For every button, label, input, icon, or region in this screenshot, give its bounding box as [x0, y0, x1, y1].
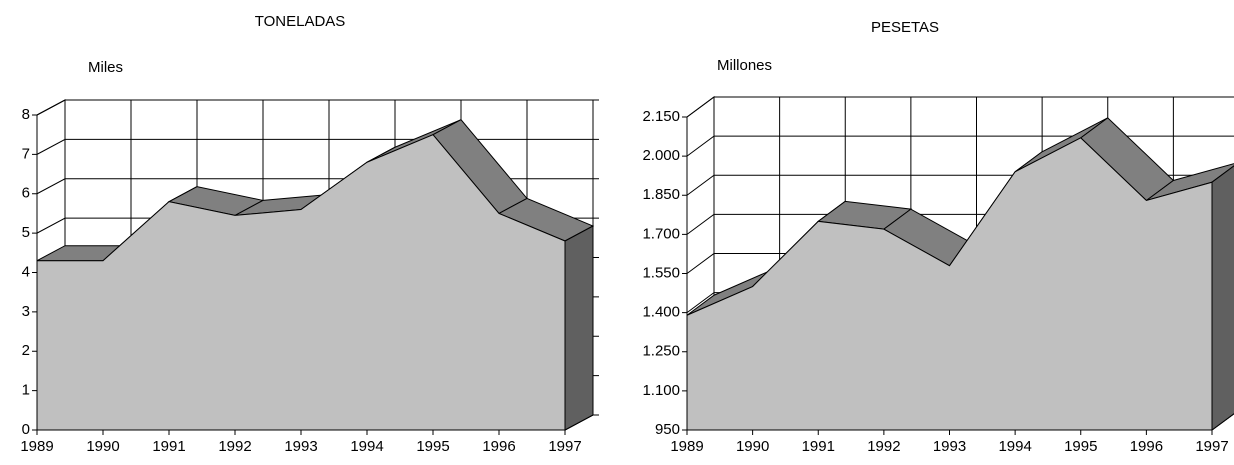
x-tick-label: 1989: [20, 438, 53, 455]
y-tick-label: 7: [22, 145, 30, 162]
y-tick-label: 2.150: [642, 108, 680, 125]
y-tick-label: 6: [22, 185, 30, 202]
y-tick-label: 2: [22, 342, 30, 359]
x-tick-label: 1995: [416, 438, 449, 455]
y-tick-label: 1: [22, 382, 30, 399]
y-tick-label: 1.850: [642, 186, 680, 203]
y-tick-label: 950: [655, 421, 680, 438]
y-tick-label: 8: [22, 106, 30, 123]
x-tick-label: 1994: [350, 438, 383, 455]
x-tick-label: 1993: [284, 438, 317, 455]
y-tick-label: 1.250: [642, 343, 680, 360]
x-tick-label: 1997: [548, 438, 581, 455]
y-tick-label: 3: [22, 303, 30, 320]
x-tick-label: 1990: [736, 438, 769, 455]
area-side-face: [564, 225, 594, 431]
chart-title: TONELADAS: [255, 13, 346, 30]
x-tick-label: 1996: [1130, 438, 1163, 455]
y-tick-label: 1.400: [642, 304, 680, 321]
chart-title: PESETAS: [871, 19, 939, 36]
y-tick-label: 5: [22, 224, 30, 241]
x-tick-label: 1990: [86, 438, 119, 455]
x-tick-label: 1995: [1064, 438, 1097, 455]
x-tick-label: 1993: [933, 438, 966, 455]
y-tick-label: 1.550: [642, 264, 680, 281]
x-tick-label: 1996: [482, 438, 515, 455]
x-tick-label: 1992: [867, 438, 900, 455]
x-tick-label: 1992: [218, 438, 251, 455]
area: [686, 137, 1213, 431]
y-axis-label: Millones: [717, 57, 772, 74]
x-tick-label: 1991: [802, 438, 835, 455]
x-tick-label: 1991: [152, 438, 185, 455]
y-tick-label: 0: [22, 421, 30, 438]
area: [36, 134, 566, 431]
x-tick-label: 1989: [670, 438, 703, 455]
area-side-face: [1211, 165, 1234, 431]
y-tick-label: 4: [22, 263, 30, 280]
x-tick-label: 1994: [998, 438, 1031, 455]
y-axis-label: Miles: [88, 59, 123, 76]
x-tick-label: 1997: [1195, 438, 1228, 455]
y-tick-label: 1.100: [642, 382, 680, 399]
y-tick-label: 1.700: [642, 225, 680, 242]
y-tick-label: 2.000: [642, 147, 680, 164]
